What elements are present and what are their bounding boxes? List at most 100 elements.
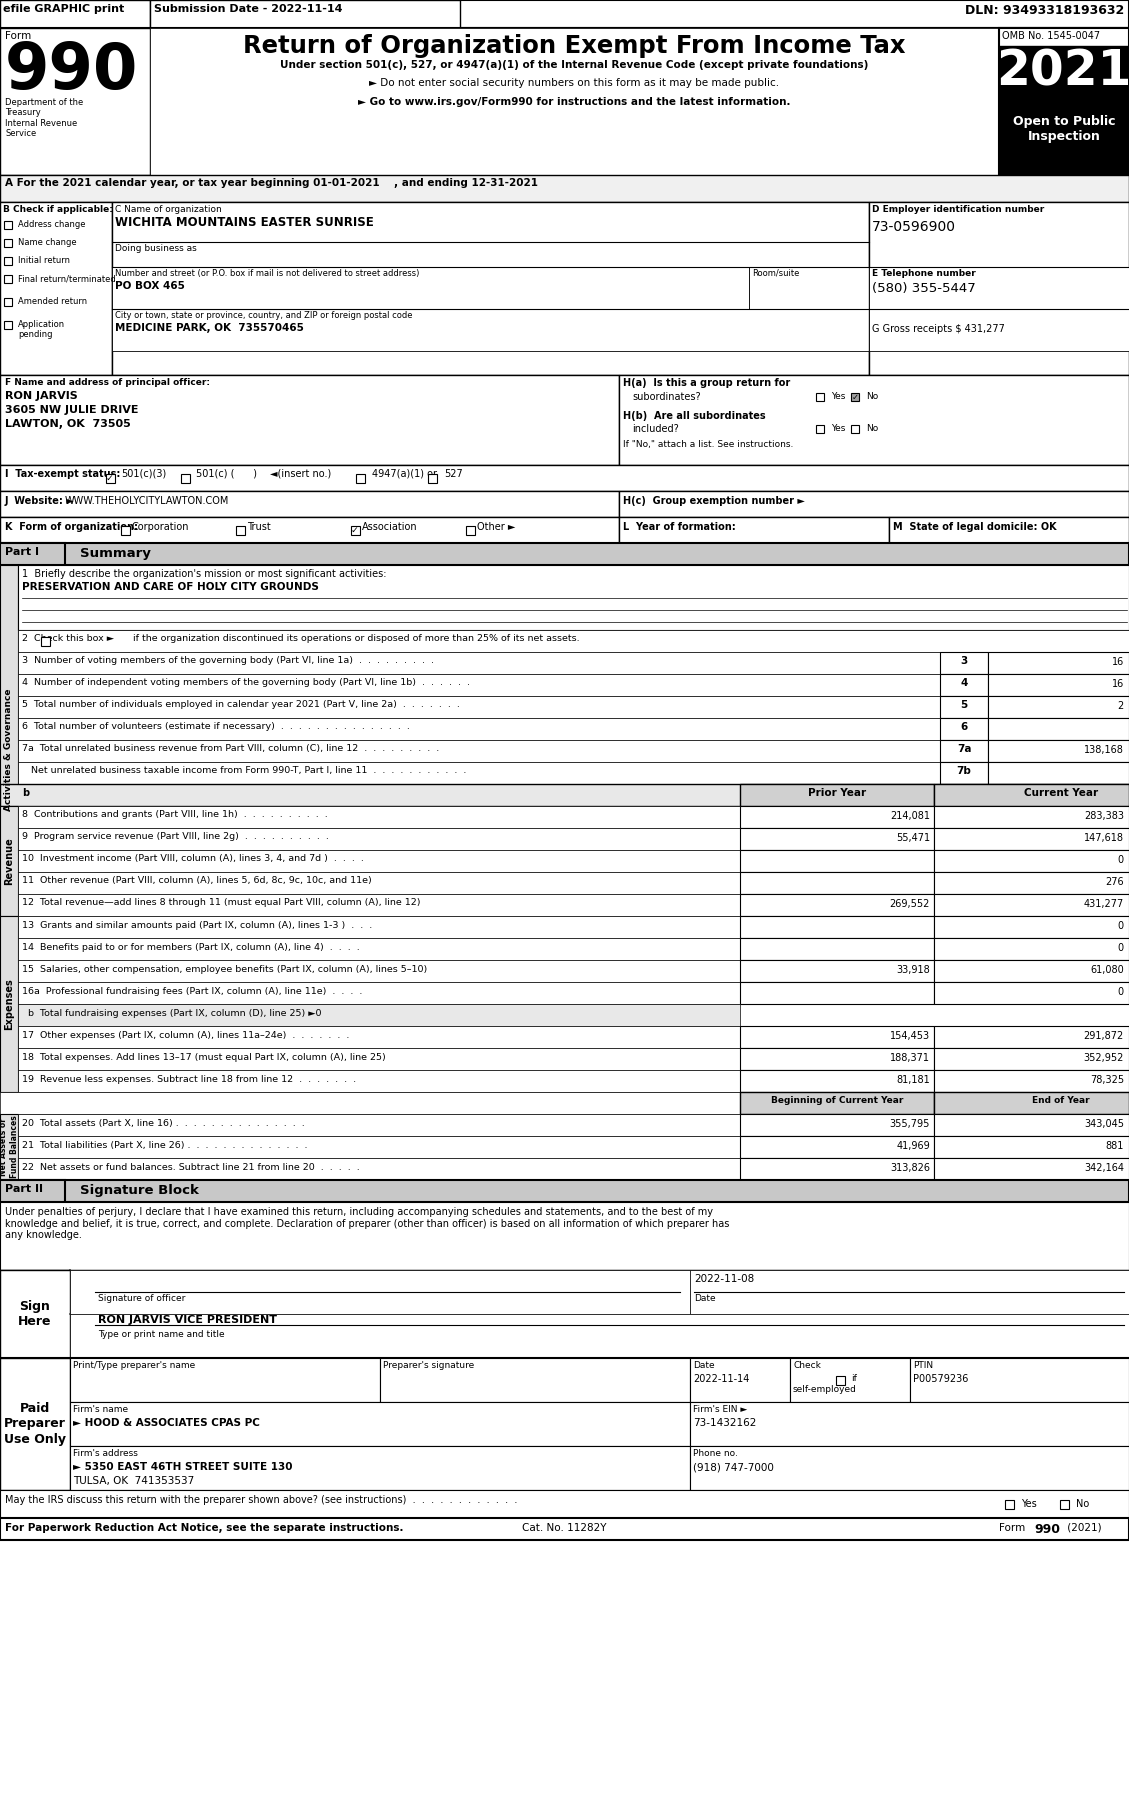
Text: Date: Date — [693, 1360, 715, 1370]
Bar — [619, 492, 1129, 517]
Bar — [940, 697, 988, 718]
Text: 0: 0 — [1118, 987, 1124, 998]
Bar — [18, 960, 739, 981]
Bar — [934, 851, 1129, 873]
Text: 55,471: 55,471 — [896, 833, 930, 844]
Text: 7a: 7a — [956, 744, 971, 755]
Text: If "No," attach a list. See instructions.: If "No," attach a list. See instructions… — [623, 441, 794, 450]
Bar — [619, 375, 1129, 464]
Text: 13  Grants and similar amounts paid (Part IX, column (A), lines 1-3 )  .  .  .: 13 Grants and similar amounts paid (Part… — [21, 922, 373, 931]
Text: Sign
Here: Sign Here — [18, 1301, 52, 1328]
Bar — [739, 1136, 934, 1157]
Text: Initial return: Initial return — [18, 256, 70, 265]
Text: Print/Type preparer's name: Print/Type preparer's name — [73, 1360, 195, 1370]
Bar — [988, 718, 1129, 740]
Text: I  Tax-exempt status:: I Tax-exempt status: — [5, 470, 121, 479]
Bar — [121, 526, 130, 535]
Bar — [869, 308, 1129, 350]
Text: 990: 990 — [5, 40, 139, 102]
Text: H(a)  Is this a group return for: H(a) Is this a group return for — [623, 377, 790, 388]
Text: Check: Check — [793, 1360, 821, 1370]
Text: 15  Salaries, other compensation, employee benefits (Part IX, column (A), lines : 15 Salaries, other compensation, employe… — [21, 965, 427, 974]
Text: 21  Total liabilities (Part X, line 26) .  .  .  .  .  .  .  .  .  .  .  .  .  .: 21 Total liabilities (Part X, line 26) .… — [21, 1141, 307, 1150]
Bar — [5, 321, 12, 328]
Text: Final return/terminated: Final return/terminated — [18, 274, 116, 283]
Bar — [18, 981, 739, 1003]
Bar — [910, 1359, 1129, 1402]
Text: End of Year: End of Year — [1032, 1096, 1089, 1105]
Text: Signature Block: Signature Block — [80, 1185, 199, 1197]
Text: No: No — [1076, 1498, 1089, 1509]
Text: subordinates?: subordinates? — [632, 392, 701, 403]
Text: A For the 2021 calendar year, or tax year beginning 01-01-2021    , and ending 1: A For the 2021 calendar year, or tax yea… — [5, 178, 539, 189]
Text: Name change: Name change — [18, 238, 77, 247]
Bar — [0, 492, 619, 517]
Text: Doing business as: Doing business as — [115, 245, 196, 252]
Text: 0: 0 — [1118, 922, 1124, 931]
Text: 276: 276 — [1105, 876, 1124, 887]
Bar — [18, 762, 940, 784]
Text: 355,795: 355,795 — [890, 1119, 930, 1128]
Bar — [739, 894, 934, 916]
Text: Open to Public
Inspection: Open to Public Inspection — [1013, 114, 1115, 143]
Bar — [0, 542, 65, 564]
Bar — [70, 1446, 690, 1489]
Bar — [18, 740, 940, 762]
Text: J  Website: ►: J Website: ► — [5, 495, 75, 506]
Bar — [1005, 1500, 1014, 1509]
Bar — [739, 1070, 934, 1092]
Text: 16: 16 — [1112, 678, 1124, 689]
Text: Corporation: Corporation — [132, 522, 190, 532]
Bar — [851, 394, 859, 401]
Bar — [739, 873, 934, 894]
Text: Cat. No. 11282Y: Cat. No. 11282Y — [522, 1524, 606, 1533]
Bar — [5, 239, 12, 247]
Text: Net unrelated business taxable income from Form 990-T, Part I, line 11  .  .  . : Net unrelated business taxable income fr… — [21, 766, 466, 775]
Bar — [356, 473, 365, 483]
Text: Part I: Part I — [5, 548, 40, 557]
Bar — [380, 1359, 690, 1402]
Text: 4947(a)(1) or: 4947(a)(1) or — [371, 470, 437, 479]
Text: Part II: Part II — [5, 1185, 43, 1194]
Text: 431,277: 431,277 — [1084, 900, 1124, 909]
Text: 14  Benefits paid to or for members (Part IX, column (A), line 4)  .  .  .  .: 14 Benefits paid to or for members (Part… — [21, 943, 360, 952]
Text: No: No — [866, 392, 878, 401]
Text: 78,325: 78,325 — [1089, 1076, 1124, 1085]
Text: WWW.THEHOLYCITYLAWTON.COM: WWW.THEHOLYCITYLAWTON.COM — [65, 495, 229, 506]
Bar — [0, 1270, 70, 1359]
Text: 33,918: 33,918 — [896, 965, 930, 974]
Text: Room/suite: Room/suite — [752, 268, 799, 278]
Bar — [934, 1070, 1129, 1092]
Text: Amended return: Amended return — [18, 297, 87, 307]
Text: Beginning of Current Year: Beginning of Current Year — [771, 1096, 903, 1105]
Bar — [18, 629, 1129, 651]
Bar — [790, 1359, 910, 1402]
Text: (580) 355-5447: (580) 355-5447 — [872, 281, 975, 296]
Bar — [18, 651, 940, 675]
Bar — [739, 827, 934, 851]
Bar — [18, 1157, 739, 1179]
Bar — [934, 784, 1129, 805]
Text: 2  Check this box ►: 2 Check this box ► — [21, 635, 114, 642]
Bar — [940, 718, 988, 740]
Bar — [816, 424, 824, 434]
Bar — [18, 1136, 739, 1157]
Text: For Paperwork Reduction Act Notice, see the separate instructions.: For Paperwork Reduction Act Notice, see … — [5, 1524, 403, 1533]
Text: 6: 6 — [961, 722, 968, 733]
Bar — [105, 473, 114, 483]
Text: Application
pending: Application pending — [18, 319, 65, 339]
Bar — [940, 762, 988, 784]
Text: 214,081: 214,081 — [890, 811, 930, 822]
Bar — [18, 916, 739, 938]
Bar — [0, 0, 150, 27]
Text: ► Go to www.irs.gov/Form990 for instructions and the latest information.: ► Go to www.irs.gov/Form990 for instruct… — [358, 96, 790, 107]
Text: K  Form of organization:: K Form of organization: — [5, 522, 138, 532]
Text: Signature of officer: Signature of officer — [98, 1293, 185, 1302]
Text: 2022-11-08: 2022-11-08 — [694, 1273, 754, 1284]
Text: MEDICINE PARK, OK  735570465: MEDICINE PARK, OK 735570465 — [115, 323, 304, 334]
Text: Yes: Yes — [831, 424, 846, 434]
Bar — [889, 517, 1129, 542]
Bar — [112, 201, 869, 375]
Bar — [18, 1027, 739, 1048]
Bar — [0, 916, 18, 1092]
